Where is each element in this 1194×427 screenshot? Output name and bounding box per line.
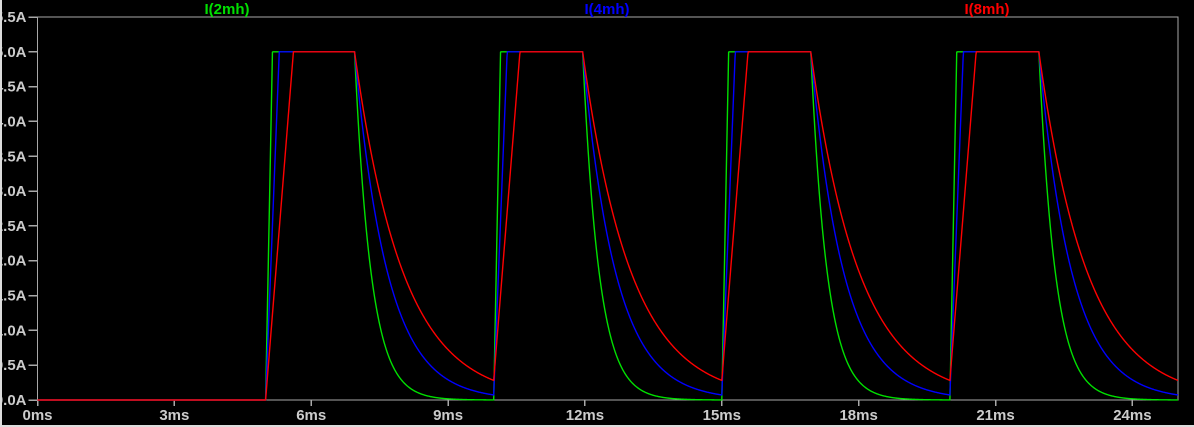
trace-i8mh bbox=[37, 51, 1179, 401]
y-axis-tick-label: 1.5A bbox=[0, 288, 27, 305]
y-axis-tick-label: 0.0A bbox=[0, 392, 27, 409]
plot-border bbox=[37, 16, 1179, 401]
y-axis-tick-label: 4.0A bbox=[0, 113, 27, 130]
y-axis-tick-label: 1.0A bbox=[0, 322, 27, 339]
plot-area[interactable] bbox=[37, 17, 1179, 400]
x-axis-tick-label: 21ms bbox=[976, 407, 1014, 424]
y-axis-tick-label: 2.0A bbox=[0, 253, 27, 270]
x-axis-tick-label: 3ms bbox=[159, 407, 189, 424]
x-axis-tick-label: 6ms bbox=[296, 407, 326, 424]
legend-item-i4mh[interactable]: I(4mh) bbox=[584, 1, 630, 18]
y-axis-tick-label: 3.5A bbox=[0, 148, 27, 165]
x-axis-tick-label: 24ms bbox=[1113, 407, 1151, 424]
y-axis-tick-label: 5.5A bbox=[0, 9, 27, 26]
x-axis-tick-label: 18ms bbox=[839, 407, 877, 424]
legend-item-i8mh[interactable]: I(8mh) bbox=[964, 1, 1010, 18]
pane-bottom-edge bbox=[0, 425, 1194, 427]
x-axis-tick-label: 0ms bbox=[22, 407, 52, 424]
x-axis-tick-label: 9ms bbox=[433, 407, 463, 424]
x-axis-tick-label: 12ms bbox=[566, 407, 604, 424]
x-axis-tick-label: 15ms bbox=[703, 407, 741, 424]
pane-left-edge bbox=[0, 0, 2, 427]
y-axis-tick-label: 3.0A bbox=[0, 183, 27, 200]
legend-item-i2mh[interactable]: I(2mh) bbox=[204, 1, 250, 18]
y-axis-tick-label: 2.5A bbox=[0, 218, 27, 235]
y-axis-tick-label: 4.5A bbox=[0, 79, 27, 96]
y-axis-tick-label: 0.5A bbox=[0, 357, 27, 374]
y-axis-tick-label: 5.0A bbox=[0, 44, 27, 61]
